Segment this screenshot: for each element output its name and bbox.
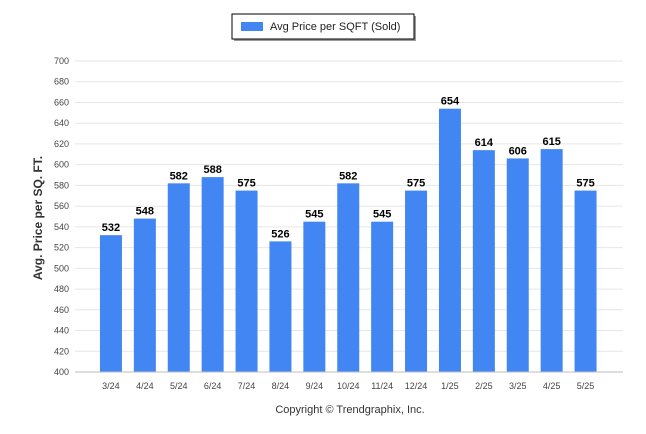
y-tick-label: 400 — [54, 367, 69, 377]
x-tick-label: 3/25 — [509, 381, 527, 391]
data-label: 588 — [203, 164, 221, 176]
bar — [201, 177, 224, 372]
data-label: 606 — [509, 145, 527, 157]
y-tick-label: 480 — [54, 284, 69, 294]
y-tick-label: 420 — [54, 346, 69, 356]
x-tick-label: 1/25 — [441, 381, 459, 391]
y-tick-label: 580 — [54, 180, 69, 190]
data-labels: 532 548 582 588 575 526 545 582 545 575 654 614 606 6… — [102, 96, 595, 241]
bar — [472, 150, 495, 372]
chart-legend: Avg Price per SQFT (Sold) — [231, 13, 416, 41]
legend-swatch — [241, 22, 263, 31]
data-label: 575 — [576, 178, 594, 190]
bar — [371, 221, 394, 372]
y-tick-label: 680 — [54, 77, 69, 87]
data-label: 614 — [475, 137, 494, 149]
bar — [235, 190, 258, 372]
y-tick-label: 440 — [54, 326, 69, 336]
x-tick-label: 5/24 — [170, 381, 188, 391]
data-label: 654 — [441, 96, 460, 108]
data-label: 545 — [373, 209, 391, 221]
y-tick-label: 560 — [54, 201, 69, 211]
x-tick-label: 11/24 — [371, 381, 393, 391]
x-tick-label: 12/24 — [405, 381, 428, 391]
data-label: 548 — [136, 206, 154, 218]
bar — [99, 235, 122, 372]
x-tick-label: 8/24 — [272, 381, 290, 391]
y-tick-label: 660 — [54, 97, 69, 107]
data-label: 615 — [542, 136, 560, 148]
copyright-text: Copyright © Trendgraphix, Inc. — [275, 404, 424, 416]
y-tick-label: 600 — [54, 160, 69, 170]
bar — [438, 108, 461, 372]
data-label: 545 — [305, 209, 323, 221]
x-tick-label: 10/24 — [337, 381, 360, 391]
bar — [506, 158, 529, 372]
data-label: 575 — [407, 178, 425, 190]
x-tick-label: 4/24 — [136, 381, 154, 391]
x-tick-label: 9/24 — [306, 381, 324, 391]
x-tick-label: 5/25 — [577, 381, 595, 391]
x-tick-label: 3/24 — [102, 381, 120, 391]
bar — [303, 221, 326, 372]
y-tick-label: 620 — [54, 139, 69, 149]
x-tick-label: 2/25 — [475, 381, 493, 391]
bar — [574, 190, 597, 372]
y-tick-label: 500 — [54, 263, 69, 273]
bar — [337, 183, 360, 372]
y-tick-label: 700 — [54, 56, 69, 66]
y-tick-label: 640 — [54, 118, 69, 128]
x-tick-label: 6/24 — [204, 381, 222, 391]
data-label: 526 — [271, 228, 289, 240]
bar — [405, 190, 428, 372]
y-axis-ticks: 400 420 440 460 480 500 520 540 560 580 600 620 640 6… — [54, 56, 69, 377]
data-label: 582 — [170, 170, 188, 182]
y-tick-label: 460 — [54, 305, 69, 315]
bar — [167, 183, 190, 372]
legend-label: Avg Price per SQFT (Sold) — [270, 21, 400, 33]
bar — [133, 218, 156, 372]
y-tick-label: 520 — [54, 243, 69, 253]
x-axis-ticks: 3/24 4/24 5/24 6/24 7/24 8/24 9/24 10/24 11/24 12… — [102, 381, 594, 391]
y-tick-label: 540 — [54, 222, 69, 232]
bar — [540, 149, 563, 372]
x-tick-label: 7/24 — [238, 381, 256, 391]
data-label: 575 — [237, 178, 255, 190]
bars — [99, 108, 597, 372]
data-label: 582 — [339, 170, 357, 182]
bar — [269, 241, 292, 372]
y-axis-title: Avg. Price per SQ. FT. — [31, 156, 45, 280]
x-tick-label: 4/25 — [543, 381, 561, 391]
data-label: 532 — [102, 222, 120, 234]
